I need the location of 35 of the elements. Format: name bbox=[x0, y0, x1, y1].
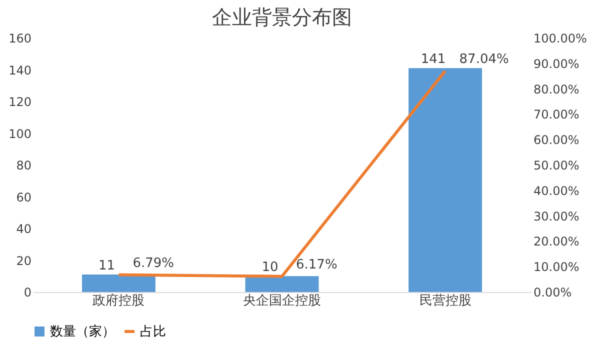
y2-tick-label: 50.00% bbox=[534, 158, 580, 172]
data-label: 141 bbox=[420, 52, 446, 68]
y2-tick-label: 70.00% bbox=[534, 108, 580, 122]
y2-tick-label: 80.00% bbox=[534, 82, 580, 96]
x-tick-label: 央企国企控股 bbox=[243, 294, 321, 308]
data-label: 6.17% bbox=[296, 257, 338, 272]
data-label: 11 bbox=[98, 258, 115, 274]
y2-tick-label: 90.00% bbox=[534, 56, 580, 71]
y-tick-label: 140 bbox=[8, 63, 32, 78]
legend-label: 数量（家） bbox=[50, 324, 115, 340]
y-tick-label: 100 bbox=[8, 126, 32, 141]
y2-tick-label: 40.00% bbox=[534, 184, 580, 198]
data-label: 10 bbox=[262, 260, 278, 276]
data-label: 87.04% bbox=[459, 52, 509, 67]
y2-tick-label: 20.00% bbox=[534, 234, 580, 249]
bar bbox=[408, 68, 482, 292]
y2-tick-label: 10.00% bbox=[534, 260, 580, 274]
y2-tick-label: 60.00% bbox=[534, 133, 580, 148]
y-tick-label: 120 bbox=[8, 95, 32, 109]
bar bbox=[82, 274, 156, 292]
x-tick-label: 政府控股 bbox=[92, 292, 145, 308]
y-tick-label: 20 bbox=[16, 254, 32, 268]
y-tick-label: 60 bbox=[16, 190, 32, 204]
y-tick-label: 40 bbox=[16, 222, 32, 236]
y-tick-label: 160 bbox=[8, 32, 32, 46]
y2-tick-label: 100.00% bbox=[534, 32, 587, 46]
y2-tick-label: 0.00% bbox=[534, 286, 572, 300]
chart-title: 企业背景分布图 bbox=[212, 5, 352, 29]
y-tick-label: 80 bbox=[16, 158, 32, 172]
data-label: 6.79% bbox=[132, 256, 174, 271]
y2-tick-label: 30.00% bbox=[534, 209, 580, 224]
y-tick-label: 0 bbox=[24, 286, 32, 300]
x-tick-label: 民营控股 bbox=[419, 294, 472, 308]
legend-label: 占比 bbox=[140, 324, 166, 340]
bar bbox=[245, 276, 319, 292]
